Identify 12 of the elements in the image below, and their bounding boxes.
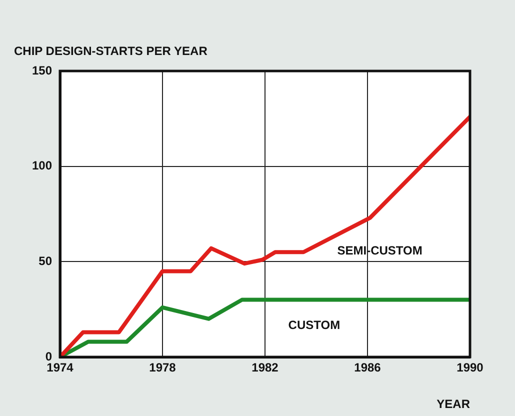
x-tick-label: 1978 <box>149 360 176 375</box>
series-label: CUSTOM <box>288 318 340 332</box>
x-tick-label: 1974 <box>46 360 74 375</box>
chart-title: CHIP DESIGN-STARTS PER YEAR <box>14 44 208 58</box>
y-tick-label: 0 <box>45 349 52 364</box>
x-tick-label: 1990 <box>456 360 484 375</box>
x-axis-title: YEAR <box>436 397 470 412</box>
x-tick-label: 1982 <box>252 360 279 375</box>
y-tick-label: 150 <box>32 63 52 78</box>
x-tick-label: 1986 <box>354 360 382 375</box>
y-tick-label: 50 <box>38 254 52 268</box>
y-tick-label: 100 <box>32 158 52 173</box>
